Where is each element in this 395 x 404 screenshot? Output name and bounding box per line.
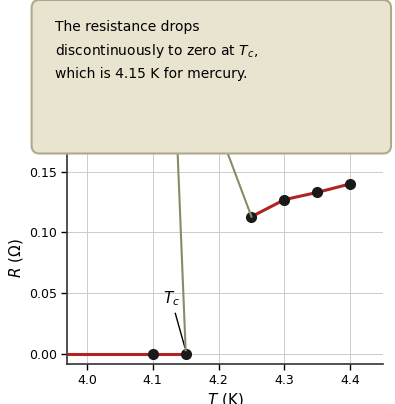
Text: The resistance drops
discontinuously to zero at $T_c$,
which is 4.15 K for mercu: The resistance drops discontinuously to …: [55, 20, 258, 81]
Text: $T_c$: $T_c$: [163, 289, 185, 347]
Y-axis label: $R$ $(\Omega)$: $R$ $(\Omega)$: [7, 239, 24, 278]
X-axis label: $T$ (K): $T$ (K): [207, 391, 243, 404]
